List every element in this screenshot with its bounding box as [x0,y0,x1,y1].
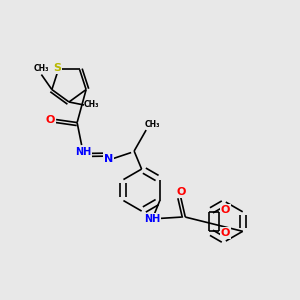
Text: O: O [176,187,185,196]
Text: N: N [104,154,113,164]
Text: CH₃: CH₃ [34,64,49,73]
Text: CH₃: CH₃ [84,100,99,109]
Text: CH₃: CH₃ [144,120,160,129]
Text: O: O [221,205,230,215]
Text: S: S [53,63,61,73]
Text: NH: NH [144,214,160,224]
Text: O: O [45,115,55,124]
Text: O: O [221,228,230,238]
Text: NH: NH [75,147,91,157]
